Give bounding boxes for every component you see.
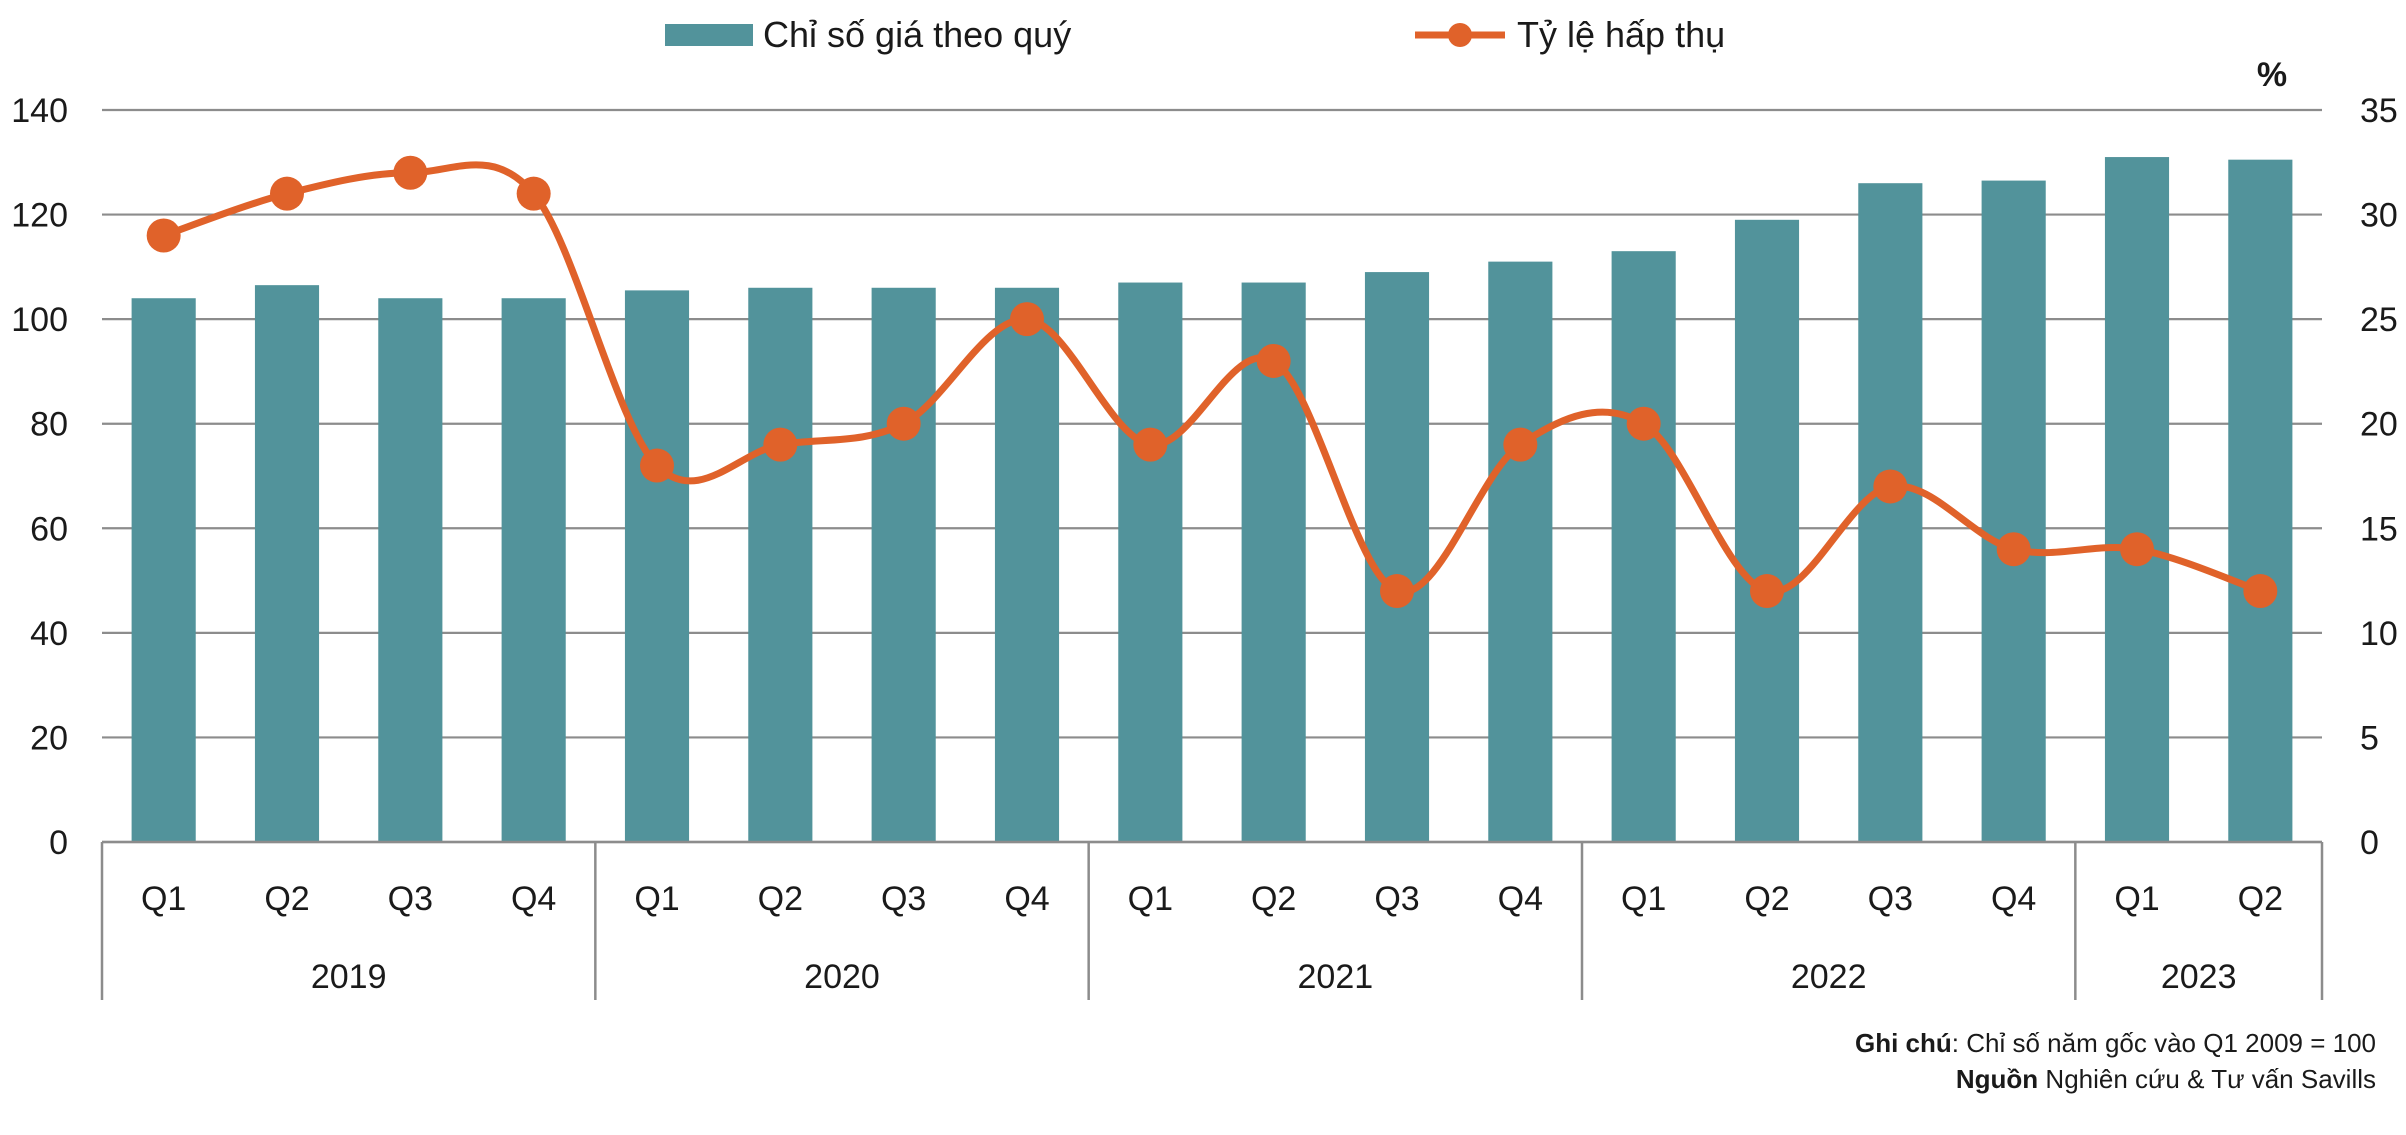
x-tick-label: Q3 bbox=[881, 880, 926, 918]
y-left-tick-label: 20 bbox=[30, 719, 68, 757]
bar bbox=[1858, 183, 1923, 842]
x-tick-label: Q4 bbox=[1991, 880, 2036, 918]
line-point bbox=[640, 448, 674, 483]
x-tick-label: Q3 bbox=[1374, 880, 1419, 918]
source-note: Nguồn Nghiên cứu & Tư vấn Savills bbox=[1956, 1064, 2376, 1095]
bar bbox=[2228, 159, 2293, 842]
x-group-label: 2020 bbox=[804, 958, 880, 996]
line-point bbox=[393, 155, 428, 190]
line-point bbox=[1503, 427, 1538, 462]
x-tick-label: Q2 bbox=[1251, 880, 1296, 918]
y-left-tick-label: 60 bbox=[30, 510, 68, 548]
bar bbox=[1364, 272, 1430, 843]
legend-line-marker bbox=[1448, 23, 1472, 47]
line-point bbox=[2120, 532, 2154, 567]
x-tick-label: Q1 bbox=[1128, 880, 1173, 918]
x-tick-label: Q1 bbox=[141, 880, 186, 918]
y-left-tick-label: 40 bbox=[30, 615, 68, 653]
y-left-tick-label: 140 bbox=[11, 92, 68, 130]
line-point bbox=[763, 427, 798, 462]
y-right-tick-label: 25 bbox=[2360, 301, 2398, 339]
bar bbox=[871, 287, 936, 842]
note-label: Ghi chú bbox=[1855, 1028, 1952, 1058]
y-right-tick-label: 0 bbox=[2360, 824, 2379, 862]
bar bbox=[624, 290, 690, 842]
y-left-tick-label: 80 bbox=[30, 406, 68, 444]
x-group-label: 2019 bbox=[311, 958, 387, 996]
y-right-tick-label: 15 bbox=[2360, 510, 2398, 548]
line-series bbox=[146, 155, 2278, 609]
bar bbox=[501, 298, 566, 842]
y-right-unit-label: % bbox=[2257, 56, 2287, 94]
line-point bbox=[146, 218, 181, 253]
x-tick-label: Q4 bbox=[511, 880, 556, 918]
x-tick-label: Q1 bbox=[2114, 880, 2159, 918]
x-tick-label: Q1 bbox=[1621, 880, 1666, 918]
y-right-tick-label: 30 bbox=[2360, 197, 2398, 235]
source-text: Nghiên cứu & Tư vấn Savills bbox=[2038, 1064, 2376, 1094]
bar bbox=[131, 298, 196, 842]
x-tick-label: Q3 bbox=[1868, 880, 1913, 918]
line-point bbox=[1750, 574, 1784, 609]
legend-bar-label: Chỉ số giá theo quý bbox=[763, 14, 1071, 55]
y-left-tick-label: 100 bbox=[11, 301, 68, 339]
legend-bar-swatch bbox=[665, 24, 753, 46]
x-tick-label: Q2 bbox=[1744, 880, 1789, 918]
line-point bbox=[1256, 343, 1291, 378]
line-point bbox=[1996, 532, 2031, 567]
bar bbox=[1734, 219, 1800, 843]
line-point bbox=[1873, 469, 1908, 504]
line-point bbox=[2243, 574, 2278, 609]
y-right-tick-label: 5 bbox=[2360, 719, 2379, 757]
line-point bbox=[1626, 406, 1661, 441]
x-tick-label: Q2 bbox=[2238, 880, 2283, 918]
x-group-label: 2021 bbox=[1298, 958, 1374, 996]
x-tick-label: Q1 bbox=[634, 880, 679, 918]
bar bbox=[1981, 180, 2046, 843]
note: Ghi chú: Chỉ số năm gốc vào Q1 2009 = 10… bbox=[1855, 1028, 2376, 1059]
y-right-tick-label: 10 bbox=[2360, 615, 2398, 653]
x-tick-label: Q2 bbox=[758, 880, 803, 918]
bar bbox=[994, 287, 1060, 842]
bar bbox=[254, 285, 320, 843]
line-point bbox=[886, 406, 921, 441]
bar bbox=[1611, 251, 1676, 842]
bar bbox=[1488, 261, 1553, 843]
x-tick-label: Q2 bbox=[264, 880, 309, 918]
bar bbox=[1118, 282, 1183, 842]
y-right-tick-label: 20 bbox=[2360, 406, 2398, 444]
note-text: : Chỉ số năm gốc vào Q1 2009 = 100 bbox=[1951, 1028, 2376, 1058]
x-tick-label: Q3 bbox=[388, 880, 433, 918]
line-point bbox=[1380, 574, 1414, 609]
legend: Chỉ số giá theo quý Tỷ lệ hấp thụ bbox=[665, 14, 1725, 55]
x-group-label: 2022 bbox=[1791, 958, 1867, 996]
x-group-label: 2023 bbox=[2161, 958, 2237, 996]
y-left-tick-label: 0 bbox=[49, 824, 68, 862]
line-point bbox=[1133, 427, 1168, 462]
bar-series bbox=[131, 157, 2293, 843]
line-point bbox=[270, 176, 304, 211]
bar bbox=[378, 298, 443, 842]
bar bbox=[748, 287, 813, 842]
source-label: Nguồn bbox=[1955, 1064, 2039, 1094]
axes: 0 20 40 60 80 100 120 140 0 5 10 15 20 25 30 35% Q1 Q2 Q3 Q… bbox=[11, 56, 2398, 1000]
line-point bbox=[1010, 302, 1044, 337]
y-right-tick-label: 35 bbox=[2360, 92, 2398, 130]
x-tick-label: Q4 bbox=[1498, 880, 1543, 918]
legend-line-label: Tỷ lệ hấp thụ bbox=[1517, 14, 1725, 55]
line-point bbox=[516, 176, 551, 211]
x-tick-label: Q4 bbox=[1004, 880, 1049, 918]
bar bbox=[2104, 157, 2170, 843]
y-left-tick-label: 120 bbox=[11, 197, 68, 235]
